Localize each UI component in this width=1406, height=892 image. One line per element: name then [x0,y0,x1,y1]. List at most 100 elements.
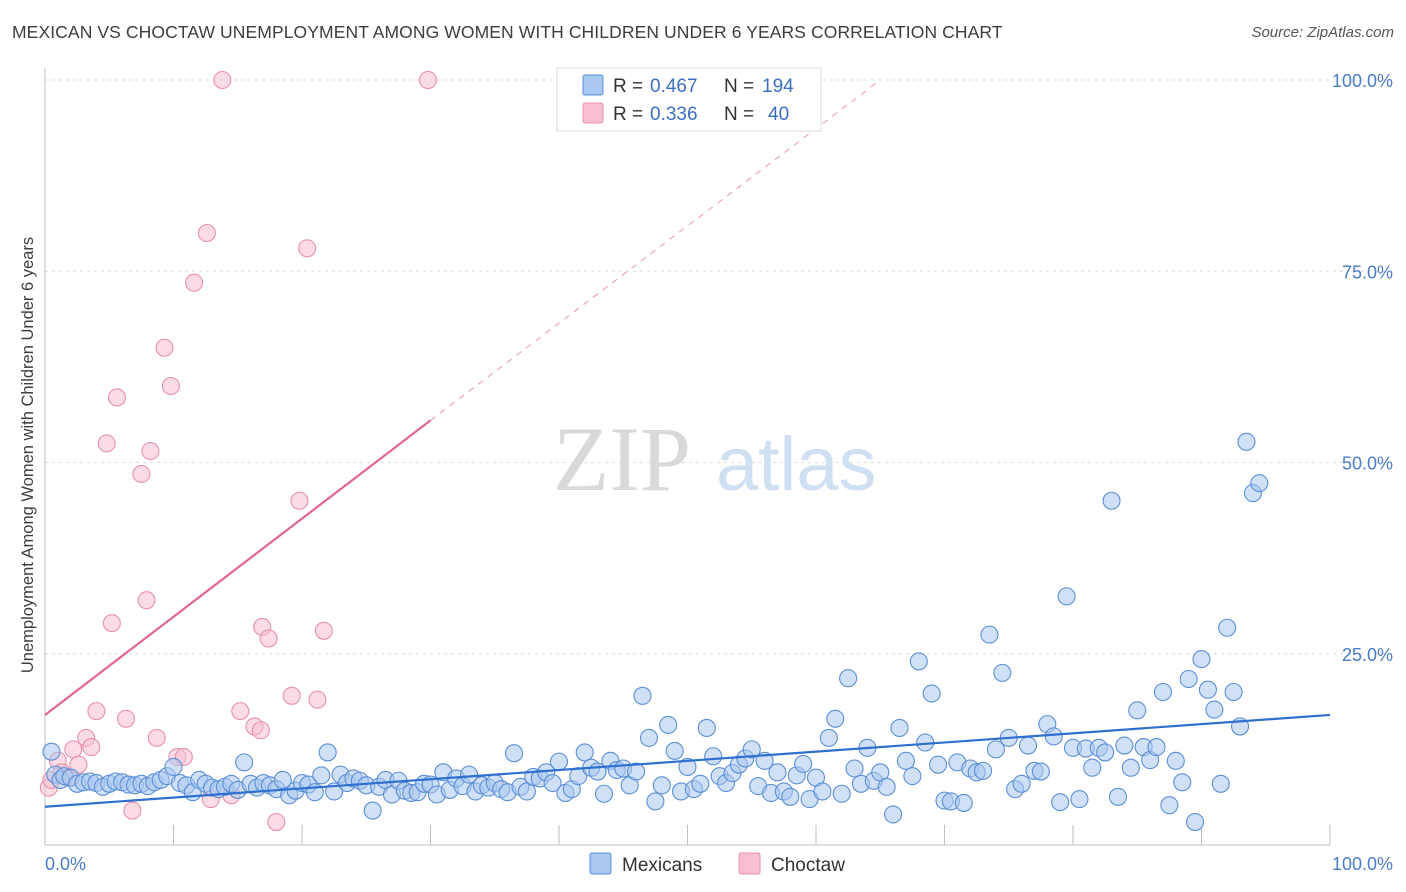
mexicans-point-167 [1108,787,1128,806]
choctaw-point-15 [132,464,151,484]
x-tick-label-1: 100.0% [1332,854,1393,874]
mexicans-point-168 [1115,736,1134,755]
bottom-legend-mexicans: Mexicans [622,855,702,876]
mexicans-point-132 [884,805,903,824]
mexicans-point-157 [1044,727,1063,746]
choctaw-point-32 [267,812,286,832]
mexicans-point-187 [1237,432,1256,451]
mexicans-point-104 [704,747,723,766]
mexicans-point-80 [549,752,569,771]
choctaw-point-13 [116,709,136,728]
choctaw-point-14 [123,801,142,820]
mexicans-points [42,432,1269,832]
mexicans-point-122 [819,728,838,747]
mexicans-point-102 [691,774,710,793]
mexicans-point-139 [929,755,948,774]
choctaw-point-36 [308,690,327,709]
mexicans-point-51 [363,801,382,820]
choctaw-point-24 [197,223,216,243]
mexicans-point-170 [1128,701,1147,720]
x-tick-label-0: 0.0% [45,854,86,874]
mexicans-point-185 [1224,682,1243,702]
choctaw-point-35 [298,239,317,258]
mexicans-point-178 [1179,669,1198,689]
legend-n-value-1: 194 [762,76,794,97]
mexicans-point-176 [1166,751,1185,770]
mexicans-point-121 [813,782,832,801]
mexicans-point-116 [781,787,800,806]
mexicans-point-96 [652,776,671,795]
source-label: Source: ZipAtlas.com [1251,24,1394,41]
choctaw-point-37 [314,621,333,640]
mexicans-point-98 [665,741,684,760]
mexicans-point-166 [1102,491,1121,510]
watermark-zip: ZIP [553,408,691,510]
mexicans-point-0 [42,742,61,761]
mexicans-point-123 [826,709,845,728]
mexicans-point-143 [954,793,973,812]
legend-swatch-mexicans [582,74,604,96]
mexicans-point-146 [973,761,993,780]
mexicans-point-173 [1147,738,1166,757]
mexicans-point-43 [312,766,331,785]
choctaw-point-11 [107,388,127,407]
choctaw-point-20 [161,376,180,396]
bottom-legend: Mexicans Choctaw [589,852,845,876]
mexicans-point-66 [459,765,479,784]
choctaw-point-34 [290,491,309,510]
choctaw-point-19 [155,338,174,357]
mexicans-point-31 [235,753,254,772]
mexicans-point-94 [639,728,659,747]
choctaw-point-9 [87,702,106,721]
y-tick-label-1: 50.0% [1342,454,1393,474]
mexicans-point-158 [1051,793,1070,812]
bottom-legend-choctaw: Choctaw [771,855,845,876]
legend-n-value-2: 40 [768,104,789,125]
bottom-legend-swatch-mexicans [589,852,612,875]
mexicans-point-103 [697,718,716,738]
mexicans-point-79 [543,773,562,793]
mexicans-point-93 [633,686,652,705]
mexicans-point-110 [742,740,761,759]
mexicans-point-175 [1160,796,1179,815]
mexicans-point-95 [646,792,665,811]
choctaw-point-33 [282,686,301,705]
mexicans-point-155 [1031,762,1050,781]
grid-lines [45,79,1392,655]
mexicans-point-136 [909,652,928,671]
mexicans-point-161 [1070,790,1089,809]
watermark: ZIP atlas [553,408,877,510]
choctaw-point-23 [185,273,204,292]
y-axis-label: Unemployment Among Women with Children U… [19,237,37,673]
legend-swatch-choctaw [582,102,604,124]
chart-title: MEXICAN VS CHOCTAW UNEMPLOYMENT AMONG WO… [12,22,1003,42]
choctaw-point-39 [251,721,270,740]
mexicans-point-97 [659,715,678,734]
mexicans-trend-solid [44,713,1331,808]
mexicans-point-180 [1192,650,1211,669]
choctaw-points [39,70,437,832]
legend-n-label-1: N = [724,76,754,97]
mexicans-point-184 [1218,618,1237,637]
mexicans-point-118 [794,754,813,773]
legend-n-label-2: N = [724,104,754,125]
choctaw-point-38 [418,70,437,90]
mexicans-point-124 [832,784,851,803]
y-tick-label-2: 75.0% [1342,262,1393,282]
mexicans-point-149 [993,663,1012,682]
mexicans-point-20 [164,757,183,777]
legend-r-label-2: R = [613,104,643,125]
legend-r-label-1: R = [613,76,643,97]
choctaw-trend-line [44,79,881,716]
mexicans-point-114 [768,763,787,782]
mexicans-point-100 [678,757,697,777]
mexicans-point-183 [1211,774,1230,793]
choctaw-trend-solid [44,419,432,716]
y-tick-label-3: 100.0% [1332,71,1393,91]
choctaw-point-17 [141,441,160,461]
choctaw-trend-dashed [430,79,881,421]
choctaw-point-12 [97,434,116,453]
mexicans-point-179 [1186,812,1205,832]
choctaw-point-26 [213,70,232,90]
